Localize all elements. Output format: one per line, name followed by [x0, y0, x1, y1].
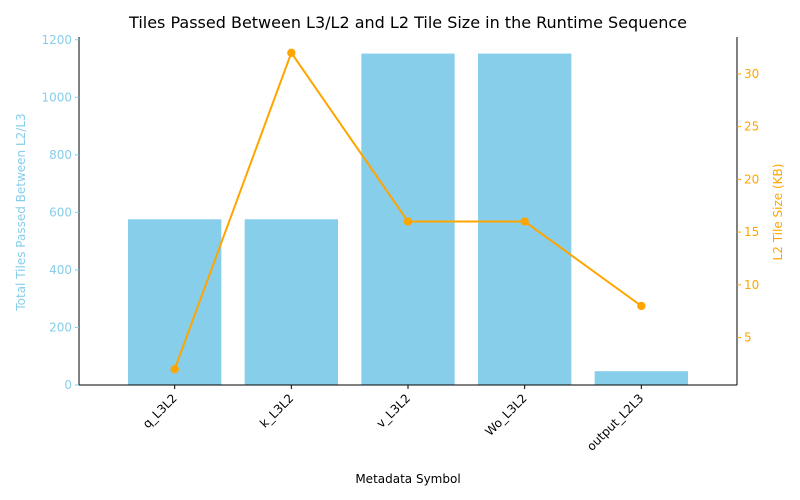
x-tick-label: output_L2L3: [584, 391, 646, 453]
x-tick-label: v_L3L2: [374, 391, 413, 430]
line-series: [170, 48, 646, 374]
y-tick-label: 1200: [41, 33, 72, 47]
y-tick-label: 600: [49, 205, 72, 219]
y2-tick-label: 10: [744, 278, 759, 292]
y-axis-ticks: 0 200 400 600 800 1000 1200: [41, 33, 79, 392]
x-tick-label: k_L3L2: [257, 391, 296, 430]
y2-tick-label: 20: [744, 172, 759, 186]
y-tick-label: 800: [49, 148, 72, 162]
y-tick-label: 1000: [41, 90, 72, 104]
line-point-Wo_L3L2: [520, 217, 529, 226]
y-tick-label: 0: [64, 378, 72, 392]
y2-axis-ticks: 5 10 15 20 25 30: [737, 67, 759, 345]
bar-q_L3L2: [128, 219, 222, 385]
line-point-q_L3L2: [170, 364, 179, 374]
x-tick-label: q_L3L2: [140, 391, 180, 431]
bar-output_L2L3: [594, 371, 688, 385]
bar-k_L3L2: [244, 219, 338, 385]
x-axis-label: Metadata Symbol: [355, 472, 460, 486]
line-point-output_L2L3: [637, 301, 646, 311]
y-axis-label: Total Tiles Passed Between L2/L3: [14, 113, 28, 311]
bar-series: [128, 53, 688, 385]
line-point-k_L3L2: [287, 48, 296, 58]
x-tick-label: Wo_L3L2: [482, 391, 529, 438]
y-tick-label: 200: [49, 320, 72, 334]
y2-tick-label: 30: [744, 67, 759, 81]
y2-axis-label: L2 Tile Size (KB): [771, 164, 785, 261]
y2-tick-label: 25: [744, 120, 759, 134]
y2-tick-label: 5: [744, 331, 752, 345]
y2-tick-label: 15: [744, 225, 759, 239]
y-tick-label: 400: [49, 263, 72, 277]
line-point-v_L3L2: [403, 217, 413, 226]
x-axis-ticks: q_L3L2 k_L3L2 v_L3L2 Wo_L3L2 output_L2L3: [140, 385, 646, 454]
chart-title: Tiles Passed Between L3/L2 and L2 Tile S…: [128, 13, 687, 32]
